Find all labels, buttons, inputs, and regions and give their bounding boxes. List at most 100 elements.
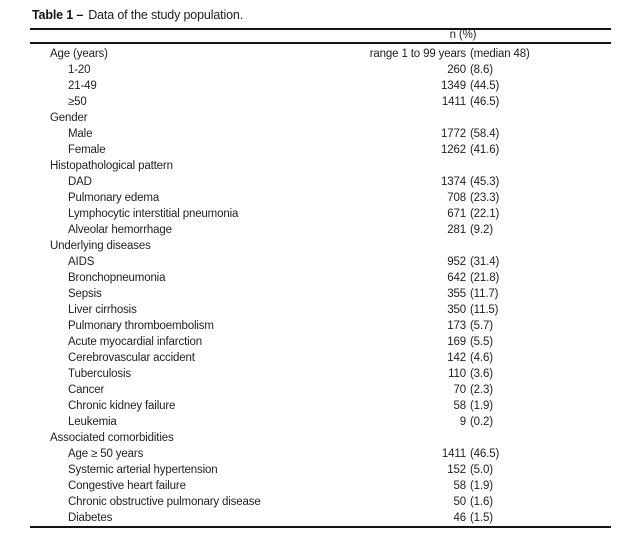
table-row: Diabetes 46 (1.5) <box>30 510 611 526</box>
row-percent: (41.6) <box>470 144 500 156</box>
table-caption: Table 1 – Data of the study population. <box>32 8 243 22</box>
row-label: DAD <box>68 176 92 188</box>
table-row: Male 1772 (58.4) <box>30 126 611 142</box>
row-label: AIDS <box>68 256 95 268</box>
row-count: 152 <box>447 464 466 476</box>
row-label: Cerebrovascular accident <box>68 352 195 364</box>
row-value: 50 (1.6) <box>310 494 611 510</box>
row-count: 173 <box>447 320 466 332</box>
table-row: Alveolar hemorrhage 281 (9.2) <box>30 222 611 238</box>
table-row: Tuberculosis 110 (3.6) <box>30 366 611 382</box>
row-label: Alveolar hemorrhage <box>68 224 172 236</box>
row-label: Chronic obstructive pulmonary disease <box>68 496 261 508</box>
row-value: 46 (1.5) <box>310 510 611 526</box>
table-bottom-rule <box>30 526 611 528</box>
row-value: 110 (3.6) <box>310 366 611 382</box>
row-percent: (3.6) <box>470 368 493 380</box>
row-percent: (21.8) <box>470 272 500 284</box>
row-value: 350 (11.5) <box>310 302 611 318</box>
table-row: Chronic obstructive pulmonary disease 50… <box>30 494 611 510</box>
row-value: 671 (22.1) <box>310 206 611 222</box>
table-rows: Age (years) range 1 to 99 years (median … <box>30 46 611 526</box>
row-label: Female <box>68 144 106 156</box>
table-row: Associated comorbidities <box>30 430 611 446</box>
row-count: 671 <box>447 208 466 220</box>
row-label: Cancer <box>68 384 105 396</box>
row-value: 142 (4.6) <box>310 350 611 366</box>
table-header-rule <box>30 42 611 44</box>
table-row: Female 1262 (41.6) <box>30 142 611 158</box>
row-label: Underlying diseases <box>50 240 151 252</box>
row-label: Bronchopneumonia <box>68 272 166 284</box>
row-count: 1772 <box>441 128 466 140</box>
table-row: 1-20 260 (8.6) <box>30 62 611 78</box>
row-label: 21-49 <box>68 80 97 92</box>
table-row: 21-49 1349 (44.5) <box>30 78 611 94</box>
row-label: Tuberculosis <box>68 368 131 380</box>
row-percent: (11.7) <box>470 288 499 300</box>
table-row: AIDS 952 (31.4) <box>30 254 611 270</box>
row-count: 708 <box>447 192 466 204</box>
table-row: Bronchopneumonia 642 (21.8) <box>30 270 611 286</box>
row-value: 642 (21.8) <box>310 270 611 286</box>
row-label: Chronic kidney failure <box>68 400 176 412</box>
row-count: 281 <box>447 224 466 236</box>
row-percent: (58.4) <box>470 128 500 140</box>
row-label: Systemic arterial hypertension <box>68 464 218 476</box>
row-percent: (8.6) <box>470 64 493 76</box>
row-count: 9 <box>459 416 466 428</box>
row-label: Leukemia <box>68 416 117 428</box>
row-label: Acute myocardial infarction <box>68 336 203 348</box>
table-row: Pulmonary edema 708 (23.3) <box>30 190 611 206</box>
row-value: 708 (23.3) <box>310 190 611 206</box>
row-label: Age ≥ 50 years <box>68 448 144 460</box>
table-row: Cerebrovascular accident 142 (4.6) <box>30 350 611 366</box>
table-row: Cancer 70 (2.3) <box>30 382 611 398</box>
row-percent: (23.3) <box>470 192 500 204</box>
row-value: 1772 (58.4) <box>310 126 611 142</box>
table-row: Age ≥ 50 years 1411 (46.5) <box>30 446 611 462</box>
row-count: 642 <box>447 272 466 284</box>
row-percent: (4.6) <box>470 352 493 364</box>
table-top-rule <box>30 28 611 30</box>
row-percent: (31.4) <box>470 256 500 268</box>
row-count: 1411 <box>441 448 466 460</box>
table-column-header-row: n (%) <box>30 29 611 42</box>
table-caption-number: Table 1 – <box>32 8 84 22</box>
table-row: Pulmonary thromboembolism 173 (5.7) <box>30 318 611 334</box>
row-value: 152 (5.0) <box>310 462 611 478</box>
table-row: Chronic kidney failure 58 (1.9) <box>30 398 611 414</box>
table-row: ≥50 1411 (46.5) <box>30 94 611 110</box>
table-row: Sepsis 355 (11.7) <box>30 286 611 302</box>
row-value: 173 (5.7) <box>310 318 611 334</box>
row-percent: (46.5) <box>470 448 500 460</box>
table-row: Systemic arterial hypertension 152 (5.0) <box>30 462 611 478</box>
row-label: Congestive heart failure <box>68 480 186 492</box>
column-header-n-pct: n (%) <box>449 29 477 41</box>
table-row: Congestive heart failure 58 (1.9) <box>30 478 611 494</box>
row-label: Gender <box>50 112 88 124</box>
table-row: Lymphocytic interstitial pneumonia 671 (… <box>30 206 611 222</box>
row-label: Associated comorbidities <box>50 432 174 444</box>
row-label: Histopathological pattern <box>50 160 173 172</box>
row-count: 169 <box>447 336 466 348</box>
row-percent: (5.7) <box>470 320 493 332</box>
row-value: 70 (2.3) <box>310 382 611 398</box>
row-percent: (9.2) <box>470 224 493 236</box>
table-row: Leukemia 9 (0.2) <box>30 414 611 430</box>
row-count: 355 <box>447 288 466 300</box>
row-count: 350 <box>447 304 466 316</box>
row-value: 281 (9.2) <box>310 222 611 238</box>
row-count: 1262 <box>441 144 466 156</box>
row-percent: (median 48) <box>470 48 530 60</box>
table-row: DAD 1374 (45.3) <box>30 174 611 190</box>
row-count: 50 <box>453 496 467 508</box>
row-label: 1-20 <box>68 64 91 76</box>
row-label: Male <box>68 128 93 140</box>
row-count: range 1 to 99 years <box>369 48 466 60</box>
row-label: Diabetes <box>68 512 113 524</box>
row-label: Age (years) <box>50 48 108 60</box>
row-count: 1411 <box>441 96 466 108</box>
row-value: range 1 to 99 years (median 48) <box>310 46 611 62</box>
